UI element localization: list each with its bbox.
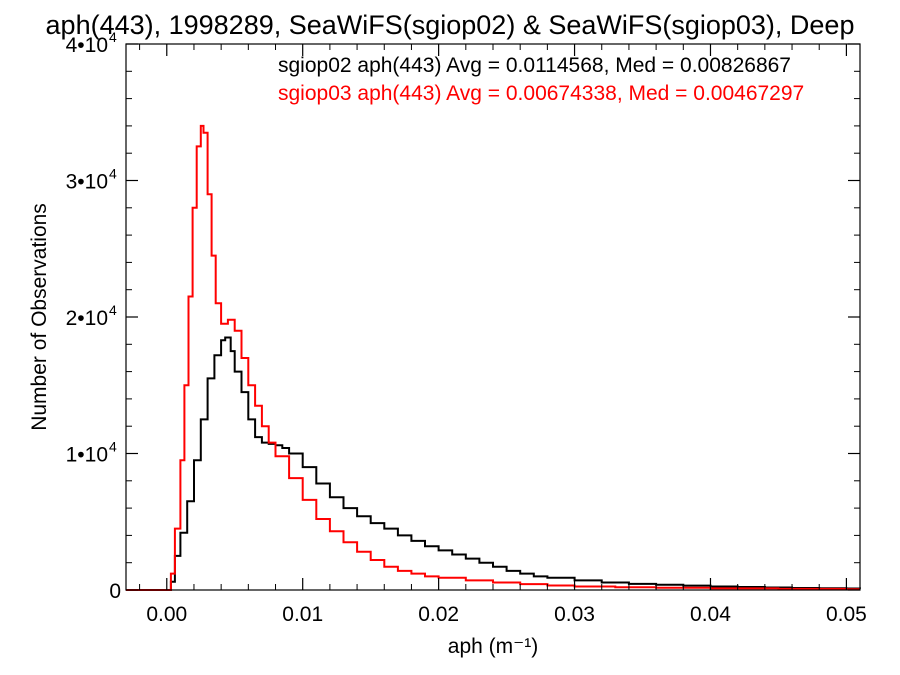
x-tick-label: 0.01 (282, 603, 323, 626)
x-axis: 0.00 0.01 0.02 0.03 0.04 0.05 (139, 44, 867, 626)
series-layer (126, 124, 861, 591)
y-axis-label: Number of Observations (28, 203, 51, 431)
y-axis: 01•10 42•10 43•10 44•10 4 (66, 29, 860, 603)
y-tick-exponent: 4 (109, 439, 117, 455)
chart-title: aph(443), 1998289, SeaWiFS(sgiop02) & Se… (46, 10, 855, 40)
series-line-2 (126, 124, 860, 591)
y-tick-label: 2•10 (66, 307, 108, 330)
plot-frame (125, 43, 861, 591)
y-tick-exponent: 4 (109, 166, 117, 182)
x-axis-label: aph (m⁻¹) (448, 635, 538, 658)
legend-entry-sgiop03: sgiop03 aph(443) Avg = 0.00674338, Med =… (278, 82, 804, 105)
series-line-1 (126, 336, 861, 591)
y-tick-label: 0 (109, 580, 121, 603)
y-tick-exponent: 4 (109, 302, 117, 318)
y-tick-label: 3•10 (66, 171, 108, 194)
y-tick-exponent: 4 (109, 29, 117, 45)
x-tick-label: 0.05 (826, 603, 867, 626)
x-tick-label: 0.04 (690, 603, 731, 626)
legend-entry-sgiop02: sgiop02 aph(443) Avg = 0.0114568, Med = … (278, 54, 791, 77)
y-tick-label: 4•10 (66, 34, 108, 57)
x-tick-label: 0.00 (146, 603, 187, 626)
y-tick-label: 1•10 (66, 444, 108, 467)
x-tick-label: 0.02 (418, 603, 459, 626)
x-tick-label: 0.03 (554, 603, 595, 626)
